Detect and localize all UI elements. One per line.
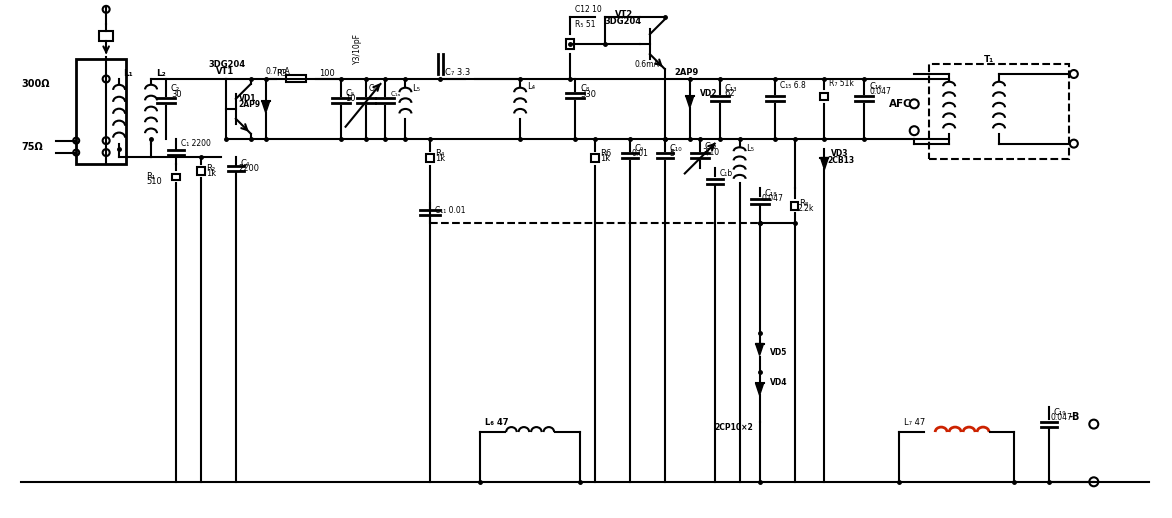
Text: C₁₅ 6.8: C₁₅ 6.8 <box>779 81 805 91</box>
Text: C₁₂: C₁₂ <box>704 142 717 151</box>
Bar <box>591 154 599 162</box>
Text: AFC: AFC <box>890 99 912 109</box>
Text: 62: 62 <box>724 90 735 98</box>
Text: C₁ₐ: C₁ₐ <box>390 91 401 97</box>
Text: R6: R6 <box>600 149 612 158</box>
Text: 10: 10 <box>346 94 356 104</box>
Text: C₁₉: C₁₉ <box>1054 408 1067 416</box>
Text: VD5: VD5 <box>770 348 786 357</box>
Text: R₇ 51k: R₇ 51k <box>830 79 854 89</box>
Text: C₁b: C₁b <box>720 169 732 178</box>
Bar <box>566 39 574 49</box>
Text: 100: 100 <box>319 68 334 78</box>
Text: 300Ω: 300Ω <box>21 79 50 89</box>
Text: 1k: 1k <box>206 169 216 178</box>
Text: R₄: R₄ <box>435 149 444 158</box>
Text: VD4: VD4 <box>770 378 788 387</box>
Bar <box>820 93 829 100</box>
Text: 2200: 2200 <box>239 164 260 173</box>
Bar <box>172 174 180 180</box>
Text: 2.2k: 2.2k <box>797 204 813 213</box>
Text: C₂: C₂ <box>171 84 180 93</box>
Text: C₁ 2200: C₁ 2200 <box>180 139 211 148</box>
Polygon shape <box>756 383 764 395</box>
Text: R₁: R₁ <box>146 172 156 181</box>
Text: L₂: L₂ <box>156 69 165 79</box>
Text: 75Ω: 75Ω <box>21 141 43 152</box>
Text: C₁₆: C₁₆ <box>870 82 883 92</box>
Text: 3DG204: 3DG204 <box>209 60 246 68</box>
Text: 2CB13: 2CB13 <box>827 156 854 165</box>
Text: L₅: L₅ <box>413 84 421 93</box>
Text: C₄: C₄ <box>240 159 250 168</box>
Text: VD2: VD2 <box>700 90 717 98</box>
Text: C₉: C₉ <box>635 144 645 153</box>
Text: 330: 330 <box>580 90 597 99</box>
Polygon shape <box>261 101 270 113</box>
Bar <box>427 154 435 162</box>
Text: 0.01: 0.01 <box>632 149 649 158</box>
Text: VD1: VD1 <box>239 94 257 104</box>
Text: R3: R3 <box>275 68 287 78</box>
Text: 0.047: 0.047 <box>1051 413 1072 422</box>
Text: 5: 5 <box>670 149 675 158</box>
Text: 2CP10×2: 2CP10×2 <box>715 423 754 431</box>
Polygon shape <box>686 96 694 108</box>
Text: C₇ 3.3: C₇ 3.3 <box>445 67 471 77</box>
Text: T₁: T₁ <box>984 54 994 64</box>
Text: 0.047: 0.047 <box>762 194 783 203</box>
Text: R₂: R₂ <box>206 164 214 173</box>
Text: VD3: VD3 <box>831 149 849 158</box>
Text: L₆ 47: L₆ 47 <box>485 418 509 427</box>
Text: C₈: C₈ <box>580 84 590 93</box>
Text: R₅ 51: R₅ 51 <box>575 20 595 29</box>
Bar <box>100 31 114 41</box>
Text: 30: 30 <box>171 90 182 99</box>
Text: L₇ 47: L₇ 47 <box>905 418 926 427</box>
Text: C₁₀: C₁₀ <box>670 144 682 153</box>
Text: L₄: L₄ <box>527 82 536 92</box>
Text: 0.047: 0.047 <box>870 88 891 96</box>
Text: 2AP9: 2AP9 <box>239 100 261 109</box>
Text: C₁₈: C₁₈ <box>764 189 777 198</box>
Bar <box>929 64 1069 159</box>
Text: 1k: 1k <box>600 154 611 163</box>
Text: 3/10: 3/10 <box>703 147 720 156</box>
Text: C₁₃: C₁₃ <box>724 84 737 93</box>
Text: L₁: L₁ <box>123 69 132 79</box>
Text: R₈: R₈ <box>799 199 809 208</box>
Polygon shape <box>820 157 829 169</box>
Text: C₁₁ 0.01: C₁₁ 0.01 <box>435 206 465 215</box>
Text: 2AP9: 2AP9 <box>675 67 699 77</box>
Bar <box>286 76 306 82</box>
Text: L₅: L₅ <box>747 144 755 153</box>
Text: C₆: C₆ <box>368 84 377 93</box>
Text: VT2: VT2 <box>615 10 633 19</box>
Text: 1k: 1k <box>435 154 445 163</box>
Text: Y3/10pF: Y3/10pF <box>353 33 361 64</box>
Text: 0.6mA: 0.6mA <box>635 60 660 68</box>
Text: VT1: VT1 <box>216 66 234 76</box>
Text: 0.7mA: 0.7mA <box>266 66 291 76</box>
Polygon shape <box>756 343 764 355</box>
Text: C₅: C₅ <box>346 90 355 98</box>
Text: -B: -B <box>1069 412 1081 422</box>
Text: C12 10: C12 10 <box>575 5 601 14</box>
Bar <box>197 167 205 175</box>
Text: 3DG204: 3DG204 <box>605 17 642 26</box>
Bar <box>76 59 127 164</box>
Bar <box>791 202 798 209</box>
Text: 510: 510 <box>146 177 162 186</box>
